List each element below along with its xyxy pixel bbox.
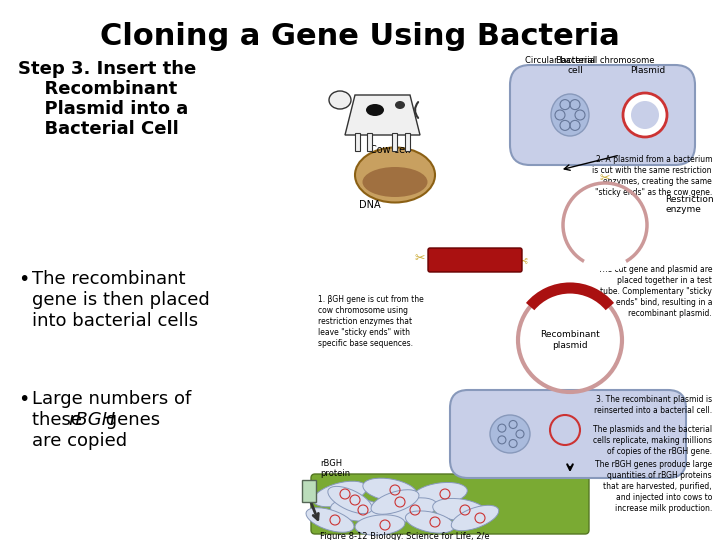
Text: Plasmid into a: Plasmid into a bbox=[32, 100, 188, 118]
Text: The cut gene and plasmid are
placed together in a test
tube. Complementary "stic: The cut gene and plasmid are placed toge… bbox=[598, 265, 712, 319]
Text: •: • bbox=[18, 270, 30, 289]
Ellipse shape bbox=[363, 478, 417, 502]
FancyBboxPatch shape bbox=[510, 65, 695, 165]
Text: Cow cell: Cow cell bbox=[369, 145, 410, 155]
Ellipse shape bbox=[405, 511, 454, 533]
Text: rBGH gene: rBGH gene bbox=[452, 255, 498, 265]
Ellipse shape bbox=[451, 505, 499, 531]
Ellipse shape bbox=[551, 94, 589, 136]
Circle shape bbox=[556, 421, 574, 439]
Text: •: • bbox=[18, 390, 30, 409]
Text: genes: genes bbox=[100, 411, 160, 429]
Text: Bacterial
cell: Bacterial cell bbox=[555, 56, 595, 75]
Ellipse shape bbox=[355, 515, 405, 535]
Ellipse shape bbox=[433, 498, 487, 522]
Ellipse shape bbox=[330, 499, 385, 521]
Text: The rBGH genes produce large
quantities of rBGH proteins
that are harvested, pur: The rBGH genes produce large quantities … bbox=[595, 460, 712, 514]
Text: Recombinant: Recombinant bbox=[32, 80, 177, 98]
Text: Figure 8-12 Biology: Science for Life, 2/e
© 2007 Pearson Prentice Hall, Inc.: Figure 8-12 Biology: Science for Life, 2… bbox=[320, 532, 490, 540]
Ellipse shape bbox=[306, 508, 354, 532]
Circle shape bbox=[631, 101, 659, 129]
Ellipse shape bbox=[328, 487, 372, 514]
Ellipse shape bbox=[490, 415, 530, 453]
Text: Cloning a Gene Using Bacteria: Cloning a Gene Using Bacteria bbox=[100, 22, 620, 51]
Text: The recombinant: The recombinant bbox=[32, 270, 186, 288]
Text: Restriction
enzyme: Restriction enzyme bbox=[665, 195, 714, 214]
Text: into bacterial cells: into bacterial cells bbox=[32, 312, 198, 329]
Bar bbox=[405, 133, 410, 151]
Text: Bacterial Cell: Bacterial Cell bbox=[32, 120, 179, 138]
Text: rBGH
protein: rBGH protein bbox=[320, 458, 350, 478]
Text: Large numbers of: Large numbers of bbox=[32, 390, 192, 408]
FancyBboxPatch shape bbox=[450, 390, 686, 478]
Text: these: these bbox=[32, 411, 88, 429]
Text: gene is then placed: gene is then placed bbox=[32, 291, 210, 309]
Bar bbox=[302, 480, 316, 502]
Ellipse shape bbox=[395, 101, 405, 109]
Text: 2. A plasmid from a bacterium
is cut with the same restriction
enzymes, creating: 2. A plasmid from a bacterium is cut wit… bbox=[593, 155, 712, 197]
Ellipse shape bbox=[362, 167, 428, 197]
Text: ✂: ✂ bbox=[415, 252, 426, 265]
Ellipse shape bbox=[313, 481, 366, 507]
Text: 1. βGH gene is cut from the
cow chromosome using
restriction enzymes that
leave : 1. βGH gene is cut from the cow chromoso… bbox=[318, 295, 424, 348]
Text: The plasmids and the bacterial
cells replicate, making millions
of copies of the: The plasmids and the bacterial cells rep… bbox=[593, 425, 712, 456]
Bar bbox=[367, 133, 372, 151]
Ellipse shape bbox=[383, 498, 437, 522]
Text: Step 3. Insert the: Step 3. Insert the bbox=[18, 60, 197, 78]
Text: DNA: DNA bbox=[359, 200, 381, 210]
Text: rBGH: rBGH bbox=[68, 411, 115, 429]
FancyBboxPatch shape bbox=[428, 248, 522, 272]
Text: Recombinant
plasmid: Recombinant plasmid bbox=[540, 329, 600, 350]
Text: Circular bacterial chromosome: Circular bacterial chromosome bbox=[526, 56, 654, 65]
Circle shape bbox=[623, 93, 667, 137]
Ellipse shape bbox=[371, 490, 419, 514]
Text: 3. The recombinant plasmid is
reinserted into a bacterial cell.: 3. The recombinant plasmid is reinserted… bbox=[594, 395, 712, 415]
Ellipse shape bbox=[413, 482, 467, 505]
Ellipse shape bbox=[355, 147, 435, 202]
Ellipse shape bbox=[366, 104, 384, 116]
Polygon shape bbox=[345, 95, 420, 135]
FancyBboxPatch shape bbox=[311, 474, 589, 534]
Text: ✂: ✂ bbox=[600, 172, 611, 185]
Text: are copied: are copied bbox=[32, 431, 127, 450]
Text: Plasmid: Plasmid bbox=[631, 66, 665, 75]
Bar bbox=[355, 133, 360, 151]
Ellipse shape bbox=[329, 91, 351, 109]
Bar bbox=[392, 133, 397, 151]
Text: ✂: ✂ bbox=[517, 252, 527, 265]
